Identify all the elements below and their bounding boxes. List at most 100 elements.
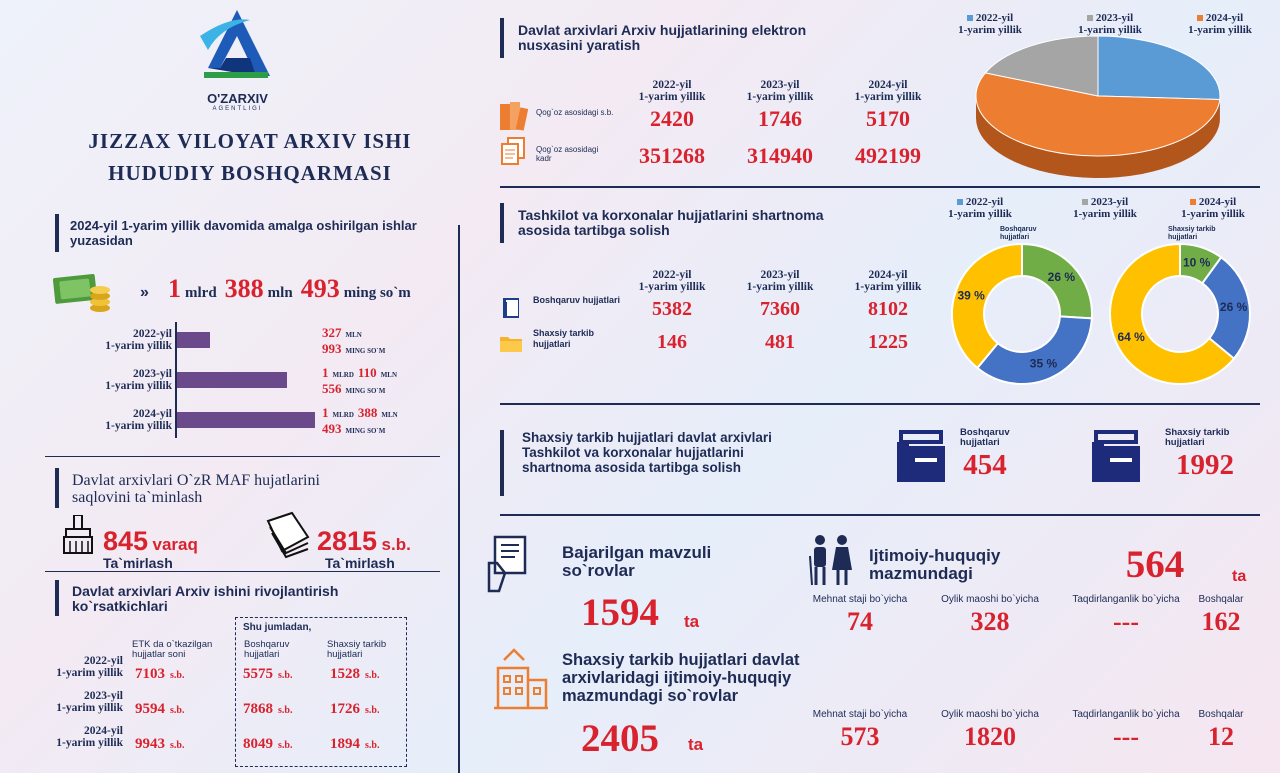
contracts-year-header: 2023-yil 1-yarim yillik <box>746 269 814 293</box>
social-col-value: 74 <box>847 607 873 636</box>
finance-mlrd: 1 <box>322 405 329 420</box>
contracts-year-header: 2022-yil 1-yarim yillik <box>638 269 706 293</box>
pie-chart-electron: 2022-yil 1-yarim yillik 2023-yil 1-yarim … <box>930 8 1270 188</box>
dev-cell: 9943 s.b. <box>135 735 184 753</box>
themes-value: 1594 <box>581 591 659 634</box>
dev-cell: 1528 s.b. <box>330 665 379 683</box>
divider-contracts <box>500 403 1260 405</box>
finance-mln: 110 <box>357 365 377 380</box>
finance-mlrd-unit: MLRD <box>332 371 354 379</box>
dev-cell-value: 1726 <box>330 701 360 717</box>
logo-brand: O'ZARXIV <box>207 91 268 106</box>
social-col-label: Mehnat staji bo`yicha <box>812 709 908 720</box>
social-col-label: Oylik maoshi bo`yicha <box>941 594 1039 605</box>
pie1-slice <box>1097 35 1221 100</box>
social-col-value: --- <box>1113 722 1139 751</box>
donut-legend-item: 2024-yil 1-yarim yillik <box>1163 196 1263 220</box>
donut-b-title: Shaxsiy tarkib hujjatlari <box>1168 226 1216 241</box>
pie1-legend-item: 2022-yil 1-yarim yillik <box>940 12 1040 36</box>
electron-value: 351268 <box>639 143 705 168</box>
personnel-a-label: Boshqaruv hujjatlari <box>960 427 1010 448</box>
finance-mlrd-unit: mlrd <box>185 285 217 301</box>
personnel-a-value: 454 <box>963 449 1007 481</box>
archive-box-icon-b <box>1092 428 1144 486</box>
finance-bar-value: 1 MLRD 110 MLN 556 MING SO`M <box>322 366 452 398</box>
dev-cell-unit: s.b. <box>170 740 185 751</box>
social-col-label: Mehnat staji bo`yicha <box>812 594 908 605</box>
finance-bar-value-line1: 1 MLRD 388 MLN <box>322 406 452 422</box>
documents-icon <box>500 136 526 166</box>
finance-bar-value: 1 MLRD 388 MLN 493 MING SO`M <box>322 406 452 438</box>
pie1-side <box>976 96 1220 178</box>
donut-legend-swatch <box>1081 199 1088 206</box>
pie1-legend-label: 2023-yil 1-yarim yillik <box>1078 12 1142 36</box>
personnel-b-label: Shaxsiy tarkib hujjatlari <box>1165 427 1230 448</box>
divider-electron <box>500 186 1260 188</box>
org-title-line2: HUDUDIY BOSHQARMASI <box>108 161 392 185</box>
divider-finance <box>45 456 440 457</box>
finance-bar <box>177 412 315 428</box>
maf-b-label: Ta`mirlash <box>325 555 395 571</box>
donut-legend-swatch <box>956 199 963 206</box>
contracts-value: 5382 <box>652 298 692 320</box>
social-value: 564 <box>1125 543 1185 586</box>
finance-mln-unit: MLN <box>345 331 362 339</box>
pie1-legend-swatch <box>966 15 973 22</box>
maf-a: 845 varaq <box>103 526 198 557</box>
donut-b-label: 10 % <box>1183 256 1211 270</box>
donut-a-title: Boshqaruv hujjatlari <box>1000 226 1037 241</box>
contracts-value: 7360 <box>760 298 800 320</box>
finance-som-value: 493 <box>300 274 340 303</box>
social-col-label: Oylik maoshi bo`yicha <box>941 709 1039 720</box>
social-unit: ta <box>1232 568 1247 585</box>
dev-cell-unit: s.b. <box>365 740 380 751</box>
maf-a-label: Ta`mirlash <box>103 555 173 571</box>
dev-row-label: 2024-yil 1-yarim yillik <box>56 725 123 749</box>
pie1-legend-swatch <box>1086 15 1093 22</box>
dev-cell-value: 9943 <box>135 736 165 752</box>
finance-bar-value-line1: 327 MLN <box>322 326 452 342</box>
social-col-label: Boshqalar <box>1198 594 1244 605</box>
themes-title: Bajarilgan mavzuli so`rovlar <box>562 543 712 580</box>
finance-som-unit: ming so`m <box>343 285 411 301</box>
contracts-marker <box>500 203 504 243</box>
social-col-label: Boshqalar <box>1198 709 1244 720</box>
dev-cell-unit: s.b. <box>278 705 293 716</box>
folder-icon <box>500 296 522 320</box>
dev-cell: 5575 s.b. <box>243 665 292 683</box>
dev-cell-value: 8049 <box>243 736 273 752</box>
electron-row-label: Qog`oz asosidagi s.b. <box>536 108 614 117</box>
donut-legend-item: 2023-yil 1-yarim yillik <box>1055 196 1155 220</box>
finance-bar <box>177 372 287 388</box>
maf-b: 2815 s.b. <box>317 526 411 557</box>
contracts-value: 481 <box>765 331 795 353</box>
contracts-value: 8102 <box>868 298 908 320</box>
document-hand-icon <box>485 533 530 595</box>
maf-marker <box>55 468 59 508</box>
finance-mln-unit: MLN <box>381 411 398 419</box>
dev-cell-value: 7868 <box>243 701 273 717</box>
finance-total: 1 mlrd 388 mln 493 ming so`m <box>168 274 411 304</box>
dev-row-label: 2022-yil 1-yarim yillik <box>56 655 123 679</box>
finance-mlrd-unit: MLRD <box>332 411 354 419</box>
dev-cell-unit: s.b. <box>278 740 293 751</box>
chevron-right-icon: » <box>140 284 149 301</box>
pie1-slice <box>984 35 1099 97</box>
finance-bar-value: 327 MLN 993 MING SO`M <box>322 326 452 358</box>
electron-value: 492199 <box>855 143 921 168</box>
elderly-icon <box>806 534 858 586</box>
dev-included-box <box>235 617 407 767</box>
dev-cell-unit: s.b. <box>278 670 293 681</box>
finance-axis <box>175 322 177 438</box>
electron-year-header: 2023-yil 1-yarim yillik <box>746 79 814 103</box>
social2-title: Shaxsiy tarkib hujjatlari davlat arxivla… <box>562 651 800 705</box>
dev-col3: Shaxsiy tarkib hujjatlari <box>327 639 387 660</box>
themes-unit: ta <box>684 612 700 631</box>
dev-cell-unit: s.b. <box>365 705 380 716</box>
dev-row-label: 2023-yil 1-yarim yillik <box>56 690 123 714</box>
finance-som-unit: MING SO`M <box>345 427 386 435</box>
dev-col2: Boshqaruv hujjatlari <box>244 639 290 660</box>
divider-maf <box>45 571 440 572</box>
dev-cell-value: 5575 <box>243 666 273 682</box>
dev-cell-unit: s.b. <box>170 705 185 716</box>
